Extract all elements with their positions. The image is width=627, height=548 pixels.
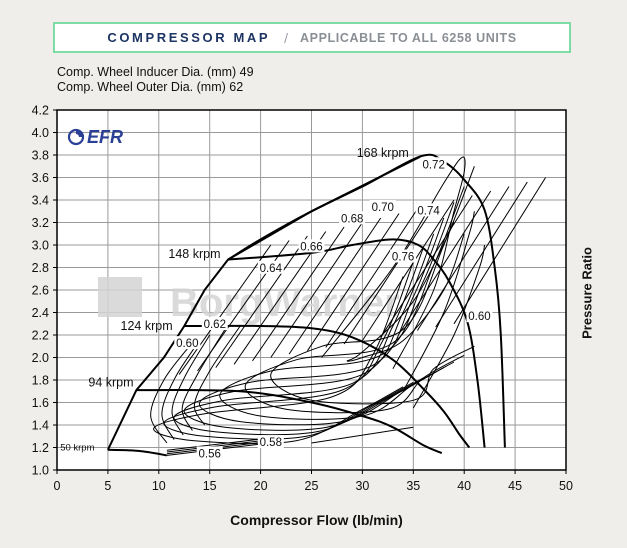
y-tick-label: 3.6 xyxy=(32,171,49,185)
speed-label: 168 krpm xyxy=(357,146,409,160)
speed-label: 94 krpm xyxy=(88,375,133,389)
y-axis-ticks: 1.0 1.2 1.4 1.6 1.8 2.0 2.2 2.4 2.6 2.8 3.0 3.2 3.4 3… xyxy=(32,104,57,478)
y-tick-label: 1.8 xyxy=(32,374,49,388)
x-tick-label: 15 xyxy=(203,479,217,493)
y-tick-label: 4.2 xyxy=(32,104,49,118)
speed-line-50-krpm xyxy=(107,448,168,457)
efficiency-label: 0.60 xyxy=(176,338,198,350)
y-tick-label: 1.4 xyxy=(32,419,49,433)
efficiency-label: 0.68 xyxy=(341,213,363,225)
y-tick-label: 1.0 xyxy=(32,464,49,478)
y-tick-label: 1.6 xyxy=(32,396,49,410)
speed-line-148-krpm xyxy=(227,238,486,448)
speed-line-124-krpm xyxy=(184,324,471,449)
efficiency-label: 0.62 xyxy=(204,319,226,331)
inducer-diameter: Comp. Wheel Inducer Dia. (mm) 49 xyxy=(57,65,254,79)
x-tick-label: 10 xyxy=(152,479,166,493)
speed-label: 124 krpm xyxy=(121,319,173,333)
speed-label: 50 krpm xyxy=(60,442,94,453)
borgwarner-logo-icon xyxy=(98,277,142,317)
header-separator: / xyxy=(284,29,289,46)
speed-labels: 50 krpm 94 krpm 124 krpm 148 krpm 168 krpm xyxy=(60,146,409,454)
y-tick-label: 2.2 xyxy=(32,329,49,343)
efficiency-label: 0.70 xyxy=(372,202,394,214)
speed-line-94-krpm xyxy=(136,388,443,455)
speed-label: 148 krpm xyxy=(168,247,220,261)
efficiency-label: 0.60 xyxy=(468,311,490,323)
y-tick-label: 2.8 xyxy=(32,261,49,275)
x-tick-label: 50 xyxy=(559,479,573,493)
efficiency-contours xyxy=(150,156,547,456)
efficiency-label: 0.56 xyxy=(199,448,221,460)
header-subtitle: APPLICABLE TO ALL 6258 UNITS xyxy=(300,30,517,45)
efficiency-label: 0.74 xyxy=(417,205,440,217)
y-tick-label: 3.0 xyxy=(32,239,49,253)
x-tick-label: 0 xyxy=(54,479,61,493)
x-tick-label: 45 xyxy=(508,479,522,493)
efficiency-label: 0.58 xyxy=(260,437,282,449)
y-axis-title: Pressure Ratio xyxy=(579,247,595,339)
efficiency-label: 0.76 xyxy=(392,252,414,264)
x-tick-label: 20 xyxy=(254,479,268,493)
y-tick-label: 4.0 xyxy=(32,126,49,140)
header-title: COMPRESSOR MAP xyxy=(107,30,271,45)
efficiency-label: 0.72 xyxy=(422,159,444,171)
y-tick-label: 2.0 xyxy=(32,351,49,365)
x-tick-label: 25 xyxy=(305,479,319,493)
efficiency-label: 0.64 xyxy=(260,263,283,275)
chart-header: COMPRESSOR MAP / APPLICABLE TO ALL 6258 … xyxy=(53,22,571,53)
y-tick-label: 2.4 xyxy=(32,306,49,320)
x-tick-label: 30 xyxy=(355,479,369,493)
efficiency-label: 0.66 xyxy=(300,241,322,253)
y-tick-label: 3.8 xyxy=(32,149,49,163)
x-axis-title: Compressor Flow (lb/min) xyxy=(230,512,403,528)
y-tick-label: 3.2 xyxy=(32,216,49,230)
x-axis-ticks: 0 5 10 15 20 25 30 35 40 45 50 xyxy=(54,470,573,493)
efr-logo: EFR xyxy=(67,127,123,147)
efficiency-labels: 0.56 0.58 0.60 0.62 0.64 0.66 0.68 0.70 0.72 0.74… xyxy=(174,157,493,460)
x-tick-label: 40 xyxy=(457,479,471,493)
x-tick-label: 35 xyxy=(406,479,420,493)
y-tick-label: 1.2 xyxy=(32,441,49,455)
outer-diameter: Comp. Wheel Outer Dia. (mm) 62 xyxy=(57,80,244,94)
efr-logo-text: EFR xyxy=(87,127,123,147)
y-tick-label: 2.6 xyxy=(32,284,49,298)
y-tick-label: 3.4 xyxy=(32,194,49,208)
x-tick-label: 5 xyxy=(104,479,111,493)
